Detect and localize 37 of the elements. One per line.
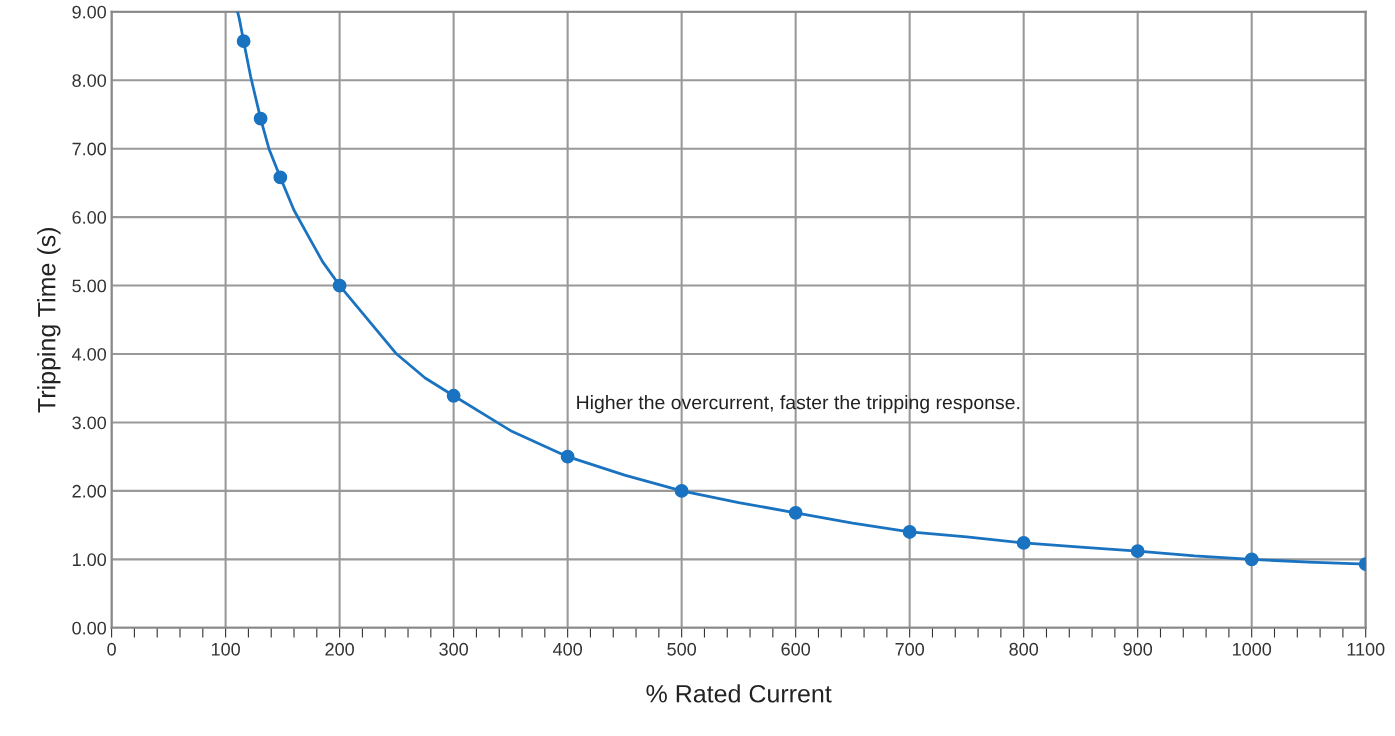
point [273, 170, 288, 185]
x-tick-label: 300 [439, 642, 468, 656]
point [902, 525, 917, 539]
x-tick-label: 900 [1123, 642, 1153, 656]
x-tick-label: 500 [667, 642, 697, 656]
x-tick-label: 100 [211, 642, 240, 656]
x-tick-label: 400 [552, 642, 582, 656]
y-tick-label: 8.00 [72, 74, 107, 87]
x-tick-label: 200 [325, 642, 354, 656]
point [1244, 552, 1259, 567]
point [253, 111, 268, 126]
x-tick-label: 700 [895, 642, 925, 656]
x-tick-label: 1000 [1232, 642, 1272, 656]
point [674, 484, 689, 498]
point [788, 505, 803, 520]
annotation: Higher the overcurrent, faster the tripping response. [577, 395, 1020, 414]
x-axis-title: % Rated Current [646, 684, 832, 703]
y-tick-label: 5.00 [72, 279, 107, 293]
x-tick-label: 600 [781, 642, 811, 656]
y-tick-label: 3.00 [72, 416, 107, 430]
y-tick-label: 6.00 [72, 211, 107, 224]
y-tick-label: 1.00 [72, 553, 107, 567]
point [560, 449, 575, 464]
x-tick-label: 0 [107, 642, 116, 656]
point [1130, 544, 1145, 559]
x-tick-label: 1100 [1347, 642, 1385, 656]
y-tick-label: 7.00 [72, 142, 107, 156]
y-tick-label: 2.00 [72, 484, 107, 498]
y-tick-label: 4.00 [72, 347, 107, 361]
x-tick-label: 800 [1009, 642, 1039, 656]
point [1016, 536, 1031, 550]
y-axis-title: Tripping Time (s) [37, 228, 61, 413]
y-tick-label: 9.00 [72, 5, 107, 19]
point [332, 278, 347, 293]
y-tick-label: 0.00 [72, 621, 107, 635]
point [446, 388, 461, 403]
point [236, 34, 251, 49]
